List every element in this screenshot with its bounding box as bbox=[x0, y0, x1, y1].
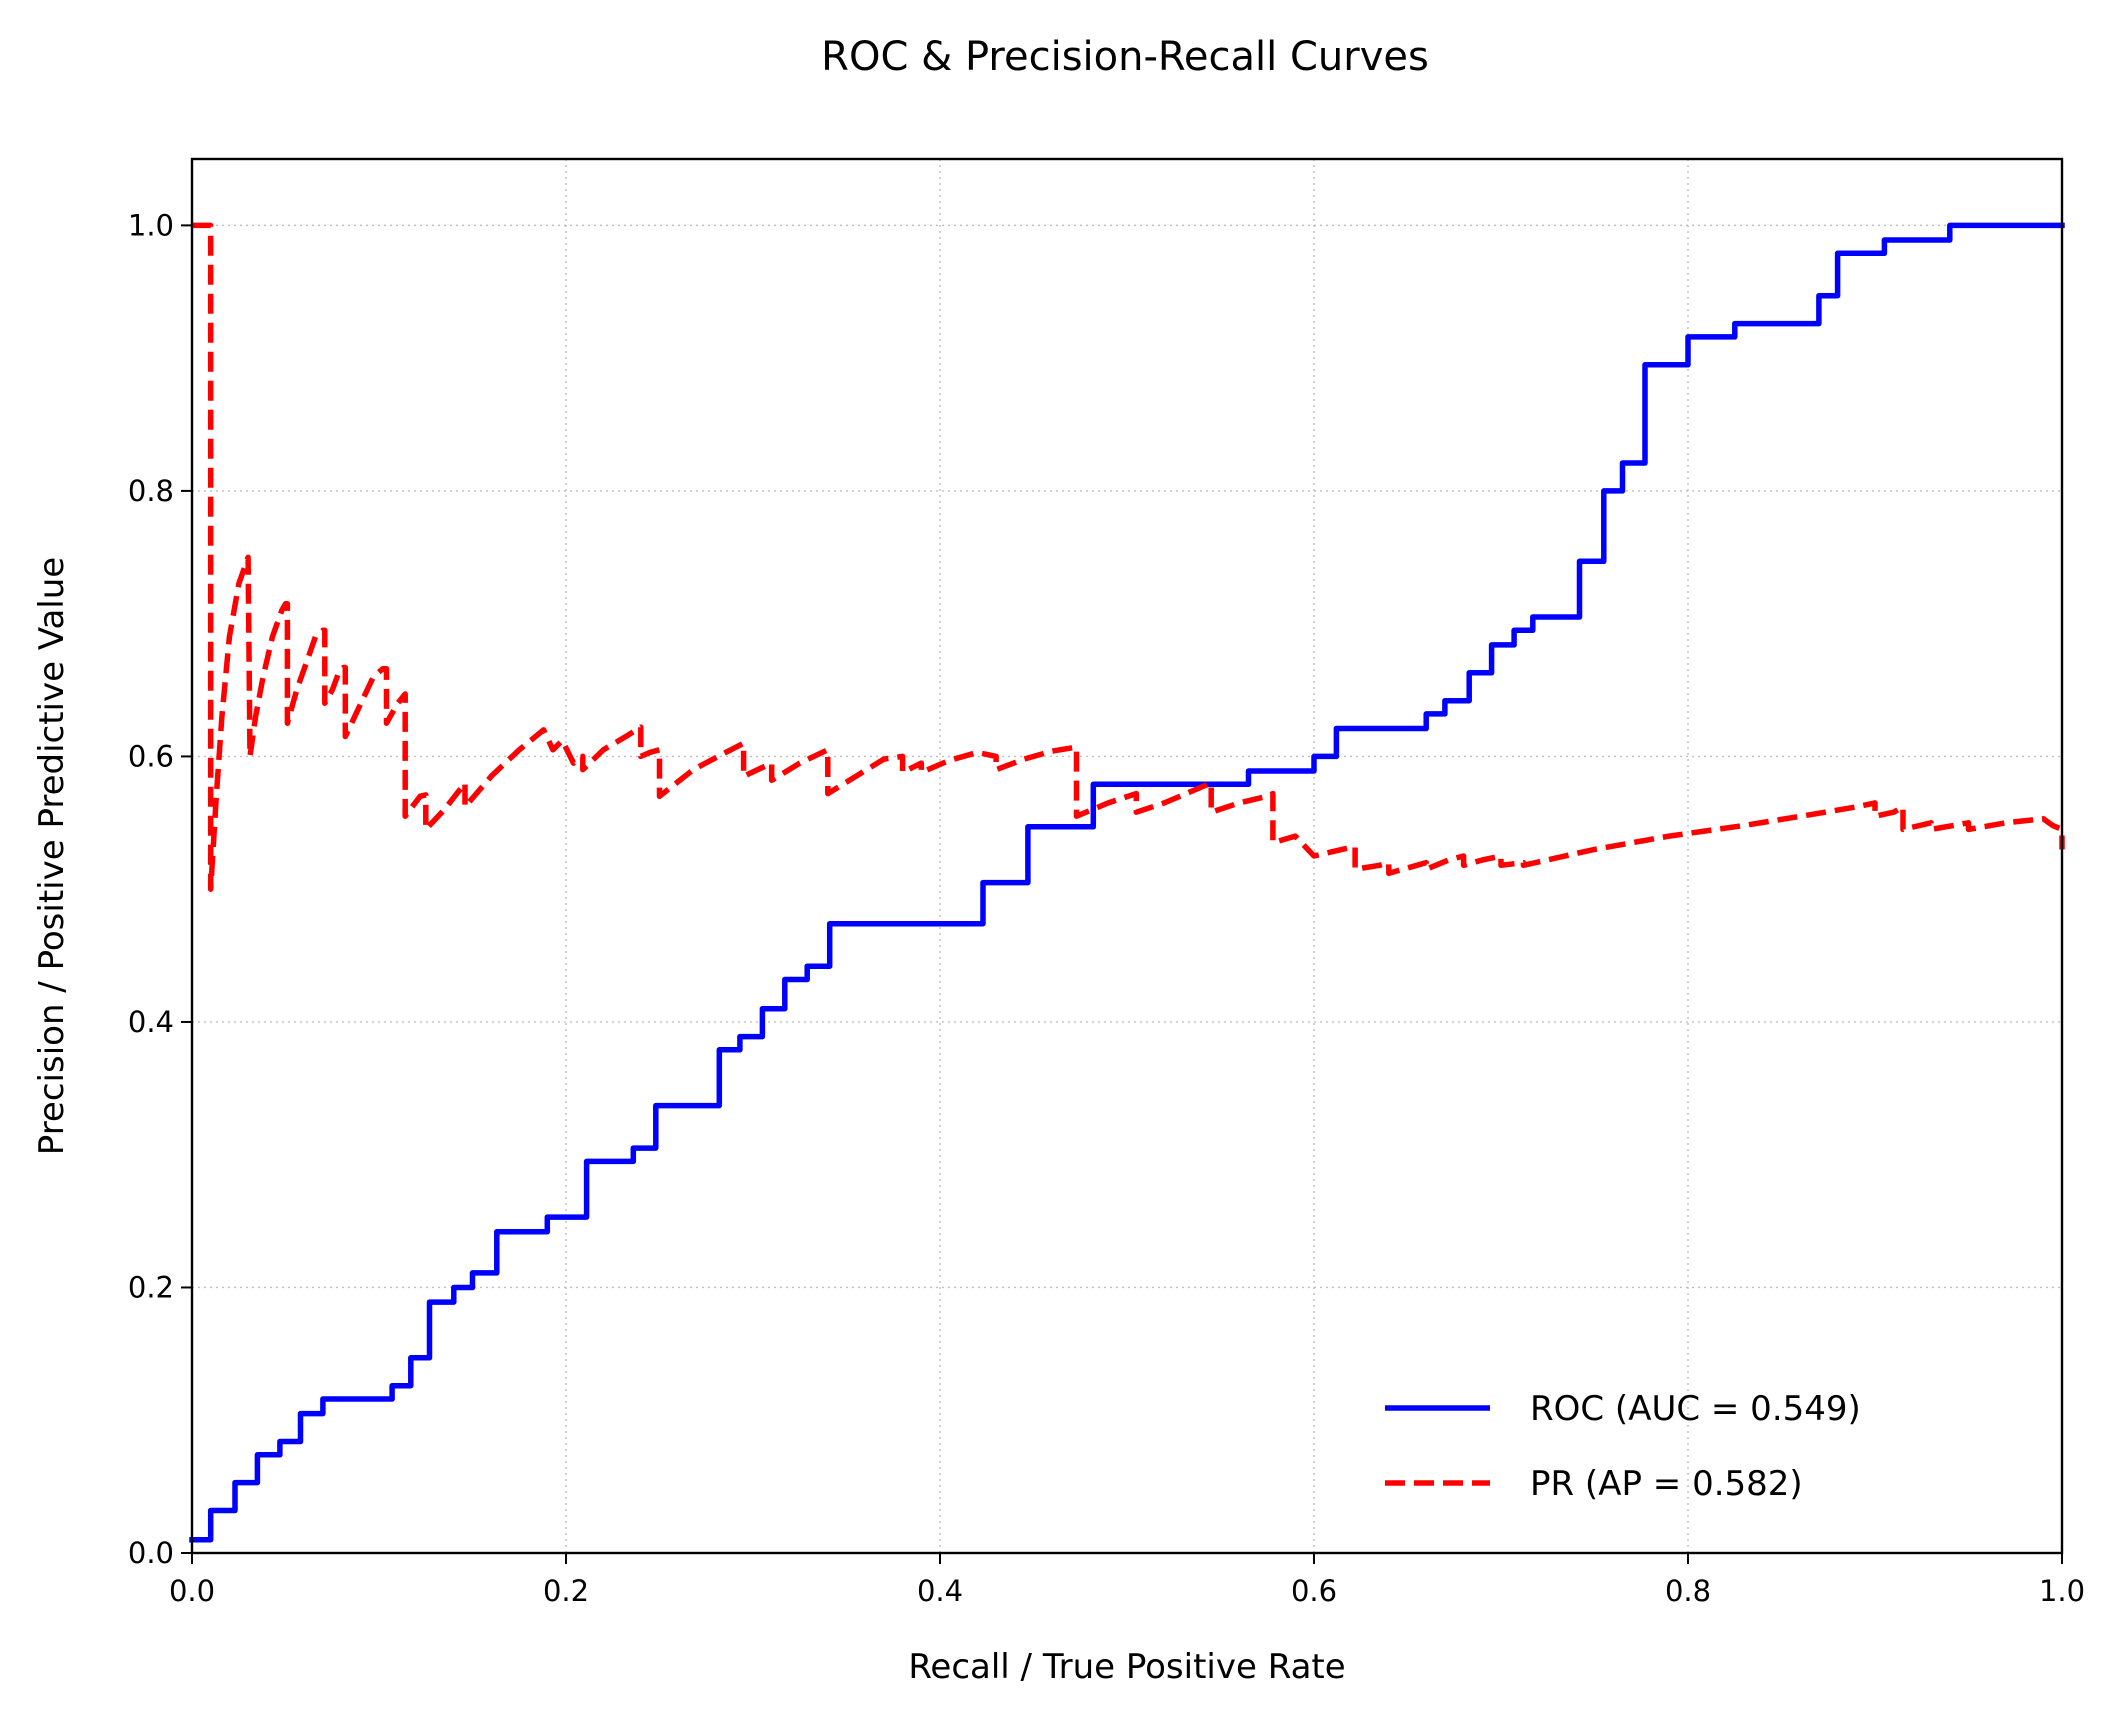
y-tick-label: 0.2 bbox=[128, 1270, 174, 1304]
legend: ROC (AUC = 0.549) PR (AP = 0.582) bbox=[1385, 1389, 1861, 1504]
x-tick-label: 0.8 bbox=[1665, 1574, 1711, 1608]
y-axis-label: Precision / Positive Predictive Value bbox=[32, 557, 72, 1155]
x-tick-label: 1.0 bbox=[2039, 1574, 2085, 1608]
y-tick-label: 0.4 bbox=[128, 1005, 174, 1039]
y-tick-label: 0.8 bbox=[128, 474, 174, 508]
pr-curve-line bbox=[192, 222, 2065, 892]
axes: 0.0 0.2 0.4 0.6 0.8 1.0 0.0 0.2 0.4 0.6 0.8 1.0 bbox=[128, 208, 2085, 1608]
legend-roc-label: ROC (AUC = 0.549) bbox=[1530, 1389, 1861, 1429]
plot-area-frame bbox=[190, 157, 2064, 1555]
y-tick-label: 1.0 bbox=[128, 208, 174, 242]
chart-title: ROC & Precision-Recall Curves bbox=[821, 34, 1429, 80]
x-axis-label: Recall / True Positive Rate bbox=[908, 1647, 1345, 1687]
roc-curve-line bbox=[189, 222, 2065, 1543]
y-tick-label: 0.0 bbox=[128, 1536, 174, 1570]
series-lines bbox=[189, 222, 2065, 1543]
legend-pr-label: PR (AP = 0.582) bbox=[1530, 1464, 1803, 1504]
x-tick-label: 0.6 bbox=[1291, 1574, 1337, 1608]
y-tick-label: 0.6 bbox=[128, 739, 174, 773]
x-tick-label: 0.2 bbox=[543, 1574, 589, 1608]
x-tick-label: 0.0 bbox=[169, 1574, 215, 1608]
x-tick-label: 0.4 bbox=[917, 1574, 963, 1608]
